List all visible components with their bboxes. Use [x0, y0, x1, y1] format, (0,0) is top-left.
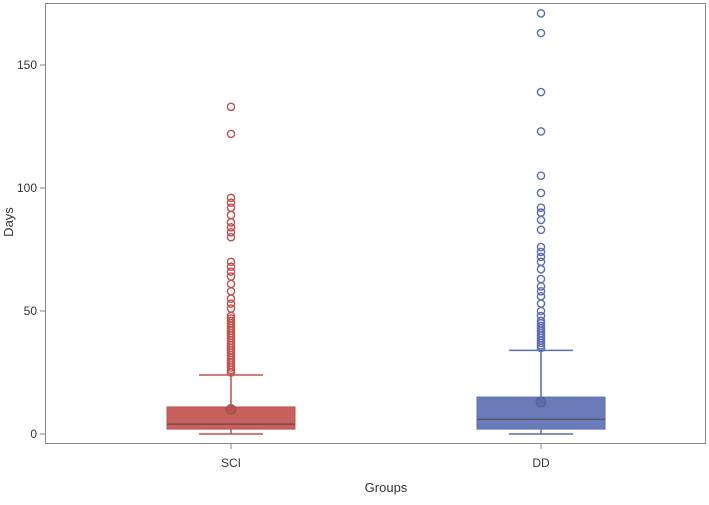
plot-frame	[45, 3, 706, 444]
outlier-point	[226, 203, 236, 212]
outlier-point	[226, 218, 236, 227]
outlier-point	[536, 127, 546, 136]
outlier-point	[536, 215, 546, 225]
outlier-point	[226, 368, 236, 377]
outlier-point	[226, 129, 236, 139]
outlier-point	[226, 365, 236, 375]
outlier-point	[226, 223, 236, 232]
outlier-point	[536, 306, 546, 316]
x-tick-label: SCI	[221, 456, 241, 470]
outlier-point	[536, 338, 546, 348]
outlier-point	[536, 9, 546, 18]
outlier-point	[536, 257, 546, 267]
outlier-point	[536, 28, 546, 38]
outlier-point	[226, 287, 236, 296]
outlier-point	[536, 203, 546, 212]
outlier-point	[226, 262, 236, 272]
outlier-point	[536, 274, 546, 284]
outlier-point	[536, 188, 546, 198]
outlier-point	[536, 343, 546, 353]
outlier-point	[226, 198, 236, 208]
outlier-point	[536, 282, 546, 291]
outlier-point	[536, 264, 546, 274]
outlier-point	[226, 272, 236, 281]
y-tick-label: 100	[17, 181, 37, 195]
outlier-point	[226, 102, 236, 112]
y-axis-label: Days	[1, 207, 16, 237]
outlier-point	[536, 242, 546, 252]
x-tick-label: DD	[532, 456, 550, 470]
x-axis: SCI DD	[221, 444, 550, 470]
x-axis-label: Groups	[365, 480, 408, 495]
y-axis: 0 50 100 150	[17, 58, 45, 441]
outlier-point	[226, 294, 236, 304]
outlier-point	[536, 87, 546, 97]
boxes	[166, 9, 606, 435]
outlier-point	[536, 252, 546, 262]
mean-marker	[225, 403, 237, 415]
outlier-point	[536, 341, 546, 350]
outlier-point	[536, 225, 546, 235]
outlier-point	[226, 210, 236, 220]
y-tick-label: 0	[30, 427, 37, 441]
outlier-point	[536, 171, 546, 180]
outlier-point	[536, 247, 546, 257]
box-dd	[476, 9, 606, 435]
outlier-point	[536, 208, 546, 217]
outlier-point	[226, 193, 236, 203]
box-sci	[166, 102, 296, 435]
outlier-point	[226, 299, 236, 308]
outlier-point	[226, 232, 236, 242]
outlier-point	[226, 279, 236, 289]
outlier-point	[226, 227, 236, 237]
outlier-point	[536, 287, 546, 296]
outlier-point	[536, 299, 546, 308]
outlier-point	[226, 304, 236, 313]
y-tick-label: 150	[17, 58, 37, 72]
outlier-point	[226, 267, 236, 276]
y-tick-label: 50	[24, 304, 38, 318]
outlier-point	[536, 291, 546, 301]
outlier-point	[226, 257, 236, 267]
mean-marker	[535, 396, 547, 408]
outlier-point	[226, 363, 236, 372]
